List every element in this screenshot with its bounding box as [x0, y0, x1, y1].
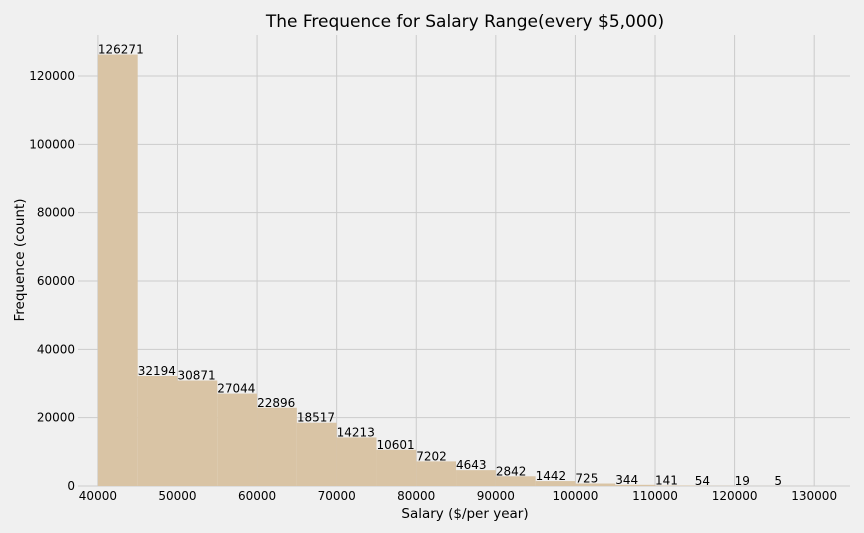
bar-value-label: 141	[655, 474, 678, 488]
bar	[376, 449, 417, 486]
y-tick-label: 120000	[29, 69, 75, 83]
bar-value-label: 2842	[496, 464, 527, 478]
bar	[177, 380, 218, 486]
bar-value-label: 4643	[456, 458, 487, 472]
bar	[336, 437, 377, 486]
y-axis-label: Frequence (count)	[12, 199, 28, 322]
bar-value-label: 1442	[536, 469, 567, 483]
bar	[257, 407, 297, 486]
bar	[296, 422, 337, 486]
data-labels: 126271 32194 30871270442289618517142131060…	[98, 43, 782, 488]
bar	[416, 461, 457, 486]
bar	[97, 54, 138, 486]
y-tick-label: 60000	[37, 274, 75, 288]
bar	[535, 481, 576, 486]
x-tick-label: 40000	[79, 489, 117, 503]
bars	[97, 54, 815, 486]
bar-value-label: 14213	[337, 425, 375, 439]
bar-value-label: 126271	[98, 43, 144, 57]
x-tick-label: 60000	[238, 489, 276, 503]
bar	[137, 376, 178, 486]
x-axis-ticks: 40000 50000 60000 70000 80000 90000 100000 1100…	[79, 489, 837, 503]
y-tick-label: 40000	[37, 342, 75, 356]
bar	[495, 476, 536, 486]
bar-value-label: 7202	[416, 449, 447, 463]
bar-value-label: 32194	[138, 364, 176, 378]
bar-value-label: 22896	[257, 396, 295, 410]
bar-value-label: 344	[615, 473, 638, 487]
chart-title: The Frequence for Salary Range(every $5,…	[265, 12, 664, 32]
bar-value-label: 18517	[297, 411, 335, 425]
bar	[575, 483, 616, 486]
x-tick-label: 90000	[477, 489, 515, 503]
y-tick-label: 0	[67, 479, 75, 493]
x-tick-label: 120000	[712, 489, 758, 503]
bar	[615, 484, 656, 486]
x-tick-label: 80000	[397, 489, 435, 503]
x-tick-label: 100000	[553, 489, 599, 503]
y-tick-label: 100000	[29, 137, 75, 151]
bar-value-label: 725	[575, 472, 598, 486]
bar-value-label: 54	[695, 474, 710, 488]
y-tick-label: 20000	[37, 411, 75, 425]
x-tick-label: 70000	[318, 489, 356, 503]
bar-value-label: 27044	[217, 382, 255, 396]
y-axis-ticks: 0 20000 40000 60000 80000 100000 120000	[29, 69, 75, 493]
y-tick-label: 80000	[37, 206, 75, 220]
bar-value-label: 10601	[376, 438, 414, 452]
x-tick-label: 130000	[791, 489, 837, 503]
bar	[217, 393, 258, 486]
x-tick-label: 110000	[632, 489, 678, 503]
bar-value-label: 30871	[177, 369, 215, 383]
bar	[456, 470, 496, 486]
bar-value-label: 5	[774, 474, 782, 488]
bar-value-label: 19	[735, 474, 750, 488]
x-tick-label: 50000	[158, 489, 196, 503]
x-axis-label: Salary ($/per year)	[401, 506, 528, 522]
